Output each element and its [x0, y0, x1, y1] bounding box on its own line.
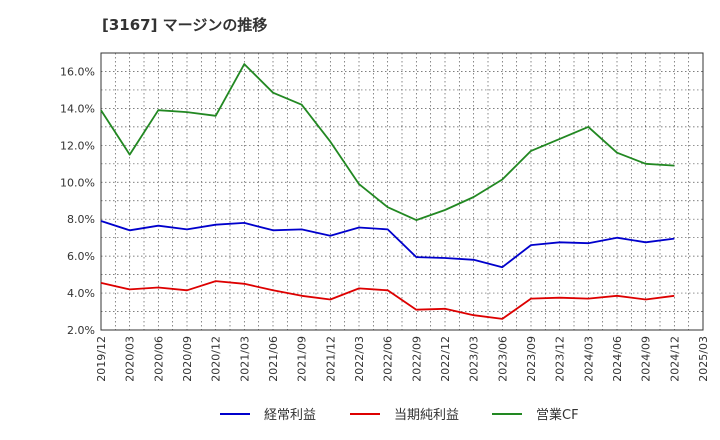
x-tick-label: 2022/12 — [439, 336, 452, 382]
x-tick-label: 2021/06 — [267, 336, 280, 382]
x-tick-label: 2021/12 — [324, 336, 337, 382]
plot-frame — [100, 52, 704, 331]
x-tick-label: 2020/06 — [152, 336, 165, 382]
x-tick-label: 2021/03 — [238, 336, 251, 382]
y-tick-label: 12.0% — [60, 139, 95, 152]
legend-label: 当期純利益 — [394, 408, 459, 423]
x-tick-label: 2021/09 — [296, 336, 309, 382]
y-tick-label: 6.0% — [67, 250, 95, 263]
x-tick-label: 2024/09 — [640, 336, 653, 382]
grid-lines — [101, 53, 703, 330]
series-line — [100, 63, 675, 222]
y-tick-label: 16.0% — [60, 65, 95, 78]
y-tick-label: 10.0% — [60, 176, 95, 189]
x-tick-label: 2023/12 — [554, 336, 567, 382]
chart-title: [3167] マージンの推移 — [102, 16, 268, 34]
plot-area — [101, 53, 703, 330]
y-tick-label: 4.0% — [67, 287, 95, 300]
x-tick-label: 2023/03 — [468, 336, 481, 382]
series-line — [100, 220, 675, 269]
x-tick-label: 2022/06 — [382, 336, 395, 382]
x-tick-label: 2023/06 — [496, 336, 509, 382]
x-tick-label: 2024/06 — [611, 336, 624, 382]
y-tick-label: 14.0% — [60, 102, 95, 115]
x-tick-label: 2024/12 — [668, 336, 681, 382]
legend-label: 経常利益 — [264, 408, 316, 423]
y-axis: 2.0% 4.0% 6.0% 8.0% 10.0% 12.0% 14.0% 16.0% — [60, 65, 95, 337]
series-line — [100, 280, 675, 320]
x-tick-label: 2020/12 — [210, 336, 223, 382]
y-tick-label: 8.0% — [67, 213, 95, 226]
legend-label: 営業CF — [536, 407, 579, 423]
x-tick-label: 2024/03 — [582, 336, 595, 382]
y-tick-label: 2.0% — [67, 324, 95, 337]
x-tick-label: 2019/12 — [95, 336, 108, 382]
x-axis: 2019/12 2020/03 2020/06 2020/09 2020/12 2021/… — [95, 336, 710, 382]
x-tick-label: 2025/03 — [697, 336, 710, 382]
series-lines — [100, 63, 675, 320]
legend: 経常利益 当期純利益 営業CF — [220, 407, 579, 423]
x-tick-label: 2022/03 — [353, 336, 366, 382]
x-tick-label: 2023/09 — [525, 336, 538, 382]
x-tick-label: 2022/09 — [410, 336, 423, 382]
x-tick-label: 2020/09 — [181, 336, 194, 382]
x-tick-label: 2020/03 — [124, 336, 137, 382]
